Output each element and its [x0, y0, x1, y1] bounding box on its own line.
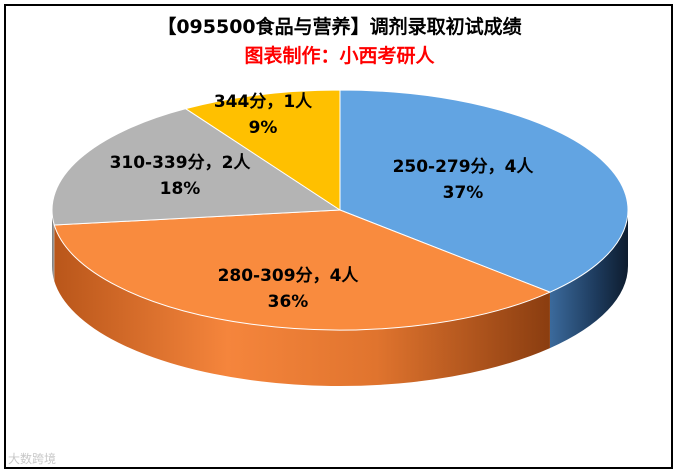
slice-percent-2: 18%: [160, 179, 201, 199]
pie-slice-2: [51, 108, 342, 226]
pie-side-2: [52, 210, 55, 282]
slice-label-2: 310-339分，2人: [110, 153, 252, 173]
slice-label-1: 280-309分，4人: [218, 266, 360, 286]
slice-label-3: 344分，1人: [214, 92, 313, 112]
pie-side-0: [549, 210, 628, 349]
pie-slice-1: [53, 209, 552, 331]
chart-title: 【095500食品与营养】调剂录取初试成绩: [157, 16, 522, 38]
slice-percent-3: 9%: [249, 118, 278, 138]
slice-percent-0: 37%: [443, 183, 484, 203]
pie-side-1: [54, 225, 550, 387]
watermark: 大数跨境: [8, 452, 57, 466]
chart-subtitle: 图表制作：小西考研人: [244, 45, 435, 67]
pie-slice-0: [339, 89, 629, 293]
slice-label-0: 250-279分，4人: [393, 157, 535, 177]
pie-slice-3: [184, 89, 341, 211]
slice-percent-1: 36%: [268, 292, 309, 312]
